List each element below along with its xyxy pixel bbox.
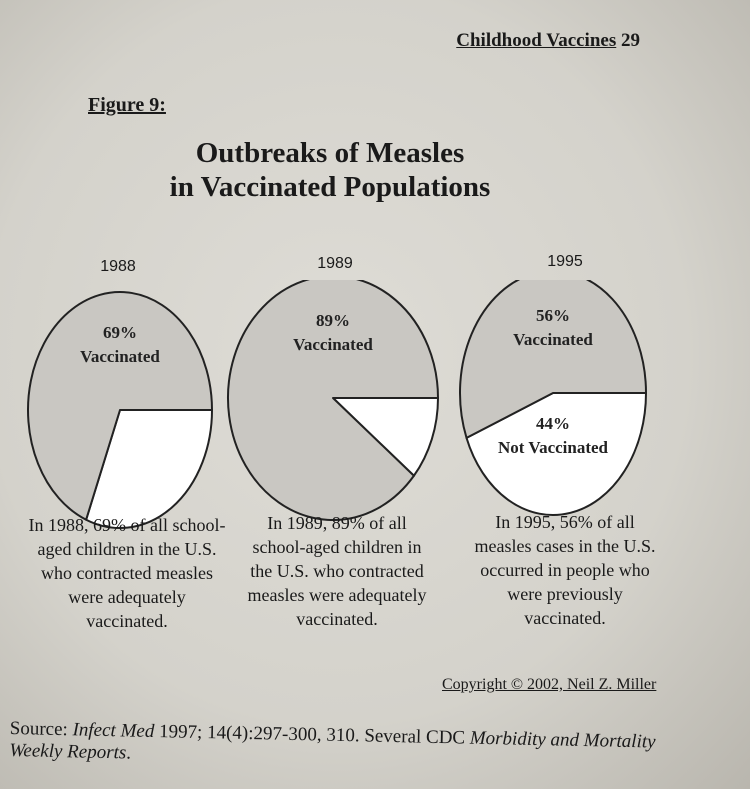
pie-1989: 89% Vaccinated (227, 280, 439, 521)
title-line-2: in Vaccinated Populations (169, 171, 491, 203)
pie-label-vaccinated: Vaccinated (80, 347, 160, 366)
pie-slice-not-vaccinated (465, 392, 647, 516)
caption-line: measles were adequately (247, 585, 427, 605)
chart-title: Outbreaks of Measles in Vaccinated Popul… (0, 136, 660, 204)
source-journal: Infect Med (72, 719, 155, 743)
caption-1989: In 1989, 89% of all school-aged children… (222, 511, 452, 631)
pie-label-vaccinated: 89% (316, 311, 350, 330)
caption-1988: In 1988, 69% of all school- aged childre… (12, 513, 242, 633)
caption-line: school-aged children in (252, 537, 422, 557)
pie-slice-not-vaccinated (85, 409, 213, 529)
pie-year-label: 1989 (317, 255, 353, 272)
caption-line: occurred in people who (480, 560, 650, 580)
pie-slice-vaccinated (27, 291, 213, 521)
figure-label: Figure 9: (88, 94, 166, 116)
page-number: 29 (621, 30, 640, 51)
running-header: Childhood Vaccines 29 (456, 30, 640, 52)
caption-line: who contracted measles (41, 563, 213, 583)
caption-line: were previously (507, 584, 623, 604)
pie-label-vaccinated: Vaccinated (513, 330, 593, 349)
pie-slice-vaccinated (227, 280, 439, 521)
source-suffix: . (126, 742, 132, 764)
caption-line: vaccinated. (86, 611, 168, 631)
source-citation: Source: Infect Med 1997; 14(4):297-300, … (9, 718, 710, 777)
pie-1995: 56% Vaccinated 44% Not Vaccinated (459, 280, 647, 516)
caption-line: measles cases in the U.S. (474, 536, 656, 556)
pie-1988: 69% Vaccinated (27, 291, 213, 529)
pie-year-label: 1988 (100, 258, 136, 275)
pie-slice-vaccinated (459, 280, 647, 439)
pie-label-not-vaccinated: 44% (536, 414, 570, 433)
pie-charts: 69% Vaccinated 89% Vaccinated 56% Vaccinated 4… (27, 280, 647, 529)
pie-year-label: 1995 (547, 253, 583, 270)
caption-line: In 1989, 89% of all (267, 513, 407, 533)
copyright-notice: Copyright © 2002, Neil Z. Miller (442, 676, 657, 693)
title-line-1: Outbreaks of Measles (195, 137, 465, 169)
caption-line: aged children in the U.S. (37, 539, 217, 559)
running-title: Childhood Vaccines (456, 30, 617, 51)
caption-line: the U.S. who contracted (250, 561, 424, 581)
pie-label-not-vaccinated: Not Vaccinated (498, 438, 609, 457)
source-prefix: Source: (9, 718, 73, 741)
caption-line: were adequately (68, 587, 186, 607)
caption-line: vaccinated. (296, 609, 378, 629)
pie-label-vaccinated: Vaccinated (293, 335, 373, 354)
pie-label-vaccinated: 69% (103, 323, 137, 342)
caption-1995: In 1995, 56% of all measles cases in the… (450, 510, 680, 630)
caption-line: In 1988, 69% of all school- (28, 515, 226, 535)
caption-line: vaccinated. (524, 608, 606, 628)
caption-line: In 1995, 56% of all (495, 512, 635, 532)
pie-label-vaccinated: 56% (536, 306, 570, 325)
pie-slice-not-vaccinated (332, 397, 439, 477)
source-citation-text: 1997; 14(4):297-300, 310. Several CDC (154, 721, 471, 749)
